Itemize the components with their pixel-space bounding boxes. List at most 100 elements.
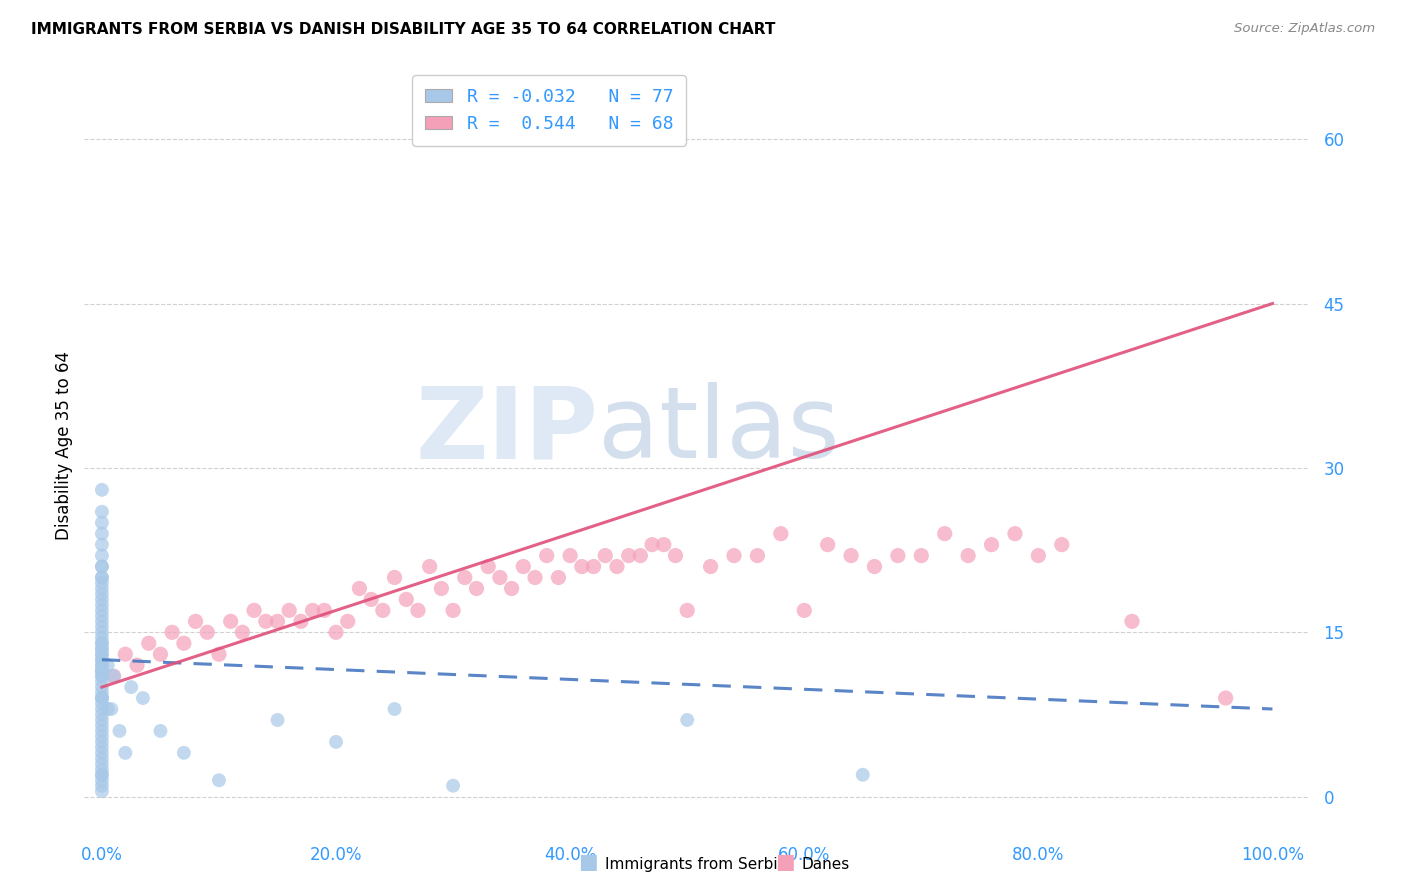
Point xyxy=(90,592,112,607)
Point xyxy=(441,603,464,617)
Point xyxy=(90,779,112,793)
Point xyxy=(863,559,886,574)
Point xyxy=(160,625,183,640)
Point xyxy=(90,647,112,661)
Point xyxy=(384,570,406,584)
Point xyxy=(628,549,651,563)
Point xyxy=(90,730,112,744)
Point xyxy=(371,603,394,617)
Point xyxy=(90,549,112,563)
Point xyxy=(90,713,112,727)
Point xyxy=(100,702,122,716)
Point xyxy=(676,713,699,727)
Point xyxy=(90,653,112,667)
Point xyxy=(301,603,323,617)
Point xyxy=(501,582,523,596)
Point xyxy=(90,664,112,678)
Point xyxy=(477,559,499,574)
Point xyxy=(360,592,382,607)
Point xyxy=(90,658,112,673)
Point xyxy=(173,636,195,650)
Point xyxy=(1215,691,1237,706)
Point xyxy=(817,538,839,552)
Point xyxy=(793,603,815,617)
Point xyxy=(90,664,112,678)
Text: IMMIGRANTS FROM SERBIA VS DANISH DISABILITY AGE 35 TO 64 CORRELATION CHART: IMMIGRANTS FROM SERBIA VS DANISH DISABIL… xyxy=(31,22,775,37)
Point xyxy=(90,773,112,788)
Point xyxy=(547,570,569,584)
Point xyxy=(90,615,112,629)
Point xyxy=(406,603,429,617)
Point xyxy=(103,669,125,683)
Point xyxy=(90,516,112,530)
Point xyxy=(90,587,112,601)
Point xyxy=(90,691,112,706)
Point xyxy=(103,669,125,683)
Point xyxy=(173,746,195,760)
Point xyxy=(454,570,477,584)
Point xyxy=(90,740,112,755)
Point xyxy=(336,615,359,629)
Point xyxy=(769,526,792,541)
Point xyxy=(195,625,218,640)
Point xyxy=(90,538,112,552)
Point xyxy=(90,746,112,760)
Point xyxy=(114,746,136,760)
Point xyxy=(441,779,464,793)
Point xyxy=(90,669,112,683)
Point xyxy=(278,603,301,617)
Point xyxy=(90,641,112,656)
Point xyxy=(887,549,910,563)
Point xyxy=(90,723,112,738)
Point xyxy=(90,559,112,574)
Y-axis label: Disability Age 35 to 64: Disability Age 35 to 64 xyxy=(55,351,73,541)
Point xyxy=(395,592,418,607)
Point xyxy=(132,691,155,706)
Point xyxy=(90,691,112,706)
Point xyxy=(90,636,112,650)
Point xyxy=(90,641,112,656)
Point xyxy=(90,707,112,722)
Point xyxy=(349,582,371,596)
Point xyxy=(266,615,288,629)
Point xyxy=(266,713,288,727)
Point xyxy=(582,559,605,574)
Point xyxy=(90,570,112,584)
Point xyxy=(852,768,875,782)
Point xyxy=(606,559,628,574)
Text: atlas: atlas xyxy=(598,382,839,479)
Point xyxy=(90,653,112,667)
Point xyxy=(90,784,112,798)
Point xyxy=(149,647,172,661)
Point xyxy=(90,608,112,623)
Point xyxy=(90,636,112,650)
Point xyxy=(90,735,112,749)
Point xyxy=(90,762,112,776)
Legend: R = -0.032   N = 77, R =  0.544   N = 68: R = -0.032 N = 77, R = 0.544 N = 68 xyxy=(412,75,686,145)
Point xyxy=(90,598,112,612)
Point xyxy=(664,549,686,563)
Point xyxy=(90,658,112,673)
Point xyxy=(90,625,112,640)
Point xyxy=(641,538,664,552)
Point xyxy=(219,615,242,629)
Point xyxy=(90,603,112,617)
Point xyxy=(208,773,231,788)
Point xyxy=(97,658,120,673)
Point xyxy=(231,625,253,640)
Text: ZIP: ZIP xyxy=(415,382,598,479)
Point xyxy=(90,756,112,771)
Point xyxy=(1121,615,1143,629)
Point xyxy=(108,723,131,738)
Text: Immigrants from Serbia: Immigrants from Serbia xyxy=(605,857,786,872)
Point xyxy=(384,702,406,716)
Text: ■: ■ xyxy=(578,853,598,872)
Point xyxy=(560,549,582,563)
Point xyxy=(184,615,207,629)
Text: ■: ■ xyxy=(775,853,794,872)
Point xyxy=(138,636,160,650)
Point xyxy=(90,680,112,694)
Point xyxy=(90,576,112,591)
Point xyxy=(125,658,148,673)
Point xyxy=(325,735,347,749)
